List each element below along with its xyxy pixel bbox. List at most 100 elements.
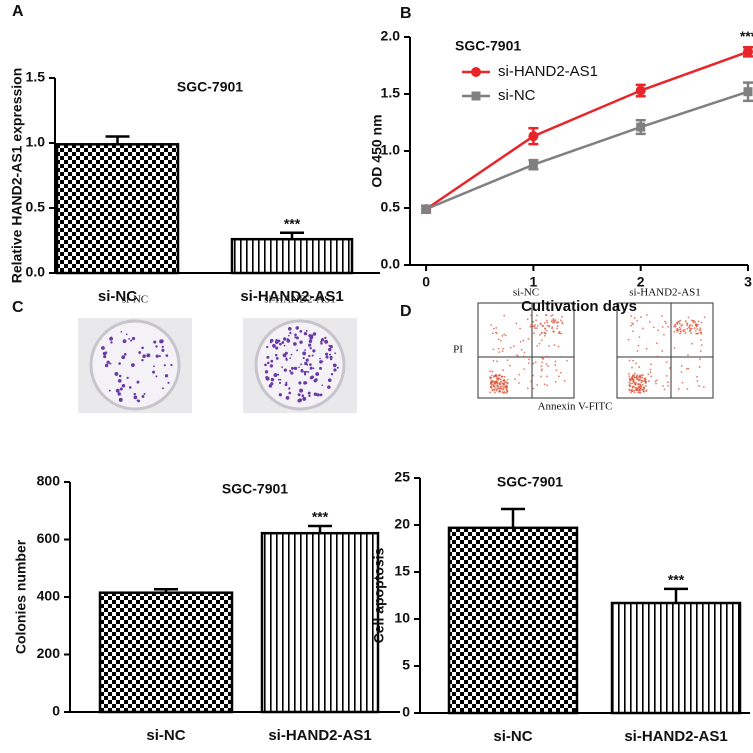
y-tick-label: 5: [402, 657, 410, 673]
colony: [328, 347, 332, 352]
event: [691, 342, 694, 345]
colony: [312, 367, 315, 370]
event: [640, 374, 643, 377]
event: [536, 384, 539, 386]
colony: [273, 373, 278, 378]
event: [513, 345, 515, 348]
event: [492, 385, 495, 388]
event: [489, 386, 492, 388]
event: [680, 371, 683, 373]
significance: ***: [740, 28, 753, 44]
event: [636, 374, 639, 377]
y-tick-label: 400: [37, 588, 61, 604]
event: [499, 381, 502, 384]
event: [667, 384, 670, 387]
colony: [161, 345, 164, 348]
colony: [320, 340, 323, 343]
dish: [89, 319, 181, 411]
event: [503, 375, 506, 378]
colony: [290, 371, 294, 375]
event: [541, 368, 543, 371]
event: [633, 386, 636, 389]
event: [700, 338, 702, 341]
event: [493, 388, 496, 391]
colony: [264, 363, 267, 367]
colony: [320, 342, 323, 345]
event: [642, 388, 645, 391]
event: [533, 325, 536, 328]
colony: [286, 338, 289, 341]
colony: [332, 363, 337, 368]
event: [499, 378, 502, 381]
event: [638, 336, 641, 339]
colony: [325, 355, 329, 359]
event: [547, 365, 549, 367]
event: [662, 385, 664, 387]
event: [501, 334, 504, 337]
point: [636, 122, 646, 132]
colony: [133, 395, 138, 400]
point: [528, 160, 538, 170]
event: [700, 332, 703, 335]
event: [688, 328, 691, 330]
colony: [114, 372, 119, 376]
event: [677, 388, 680, 390]
flow-plot: [477, 302, 575, 399]
x-tick-label: si-NC: [146, 727, 185, 744]
colony: [297, 398, 302, 403]
event: [641, 376, 644, 379]
event: [632, 330, 634, 333]
event: [680, 365, 683, 367]
event: [501, 350, 504, 352]
event: [684, 320, 687, 322]
chart-title: SGC-7901: [497, 474, 563, 490]
y-tick-label: 1.0: [26, 134, 46, 150]
event: [505, 384, 508, 387]
colony: [153, 340, 157, 344]
colony: [309, 363, 312, 366]
colony: [308, 394, 311, 398]
event: [635, 362, 637, 365]
event: [556, 325, 559, 327]
event: [556, 327, 559, 330]
event: [530, 314, 532, 317]
event: [654, 380, 657, 383]
event: [699, 327, 702, 330]
colony: [300, 368, 304, 372]
event: [532, 387, 535, 390]
colony: [306, 363, 309, 366]
event: [541, 325, 544, 327]
event: [677, 328, 680, 331]
colony: [333, 368, 337, 372]
event: [550, 320, 553, 323]
image-label: si-HAND2-AS1: [629, 287, 701, 299]
colony: [294, 333, 297, 337]
event: [519, 327, 522, 330]
colony: [305, 358, 309, 362]
event: [683, 329, 686, 331]
colony: [109, 336, 113, 341]
colony: [118, 374, 122, 378]
event: [702, 386, 705, 388]
colony: [319, 360, 323, 364]
event: [494, 331, 497, 334]
event: [635, 377, 638, 380]
colony: [310, 334, 314, 338]
colony: [270, 377, 275, 382]
colony: [121, 355, 126, 360]
colony: [290, 366, 294, 370]
event: [540, 339, 543, 342]
colony: [136, 399, 139, 402]
event: [502, 387, 505, 390]
colony: [285, 395, 290, 400]
event: [685, 367, 688, 370]
colony: [274, 340, 279, 344]
colony: [275, 346, 279, 350]
y-tick-label: 0: [52, 703, 60, 719]
event: [498, 374, 500, 377]
x-tick-label: 0: [422, 274, 430, 290]
colony: [295, 326, 299, 330]
event: [630, 324, 632, 327]
event: [689, 323, 692, 326]
event: [540, 365, 543, 368]
